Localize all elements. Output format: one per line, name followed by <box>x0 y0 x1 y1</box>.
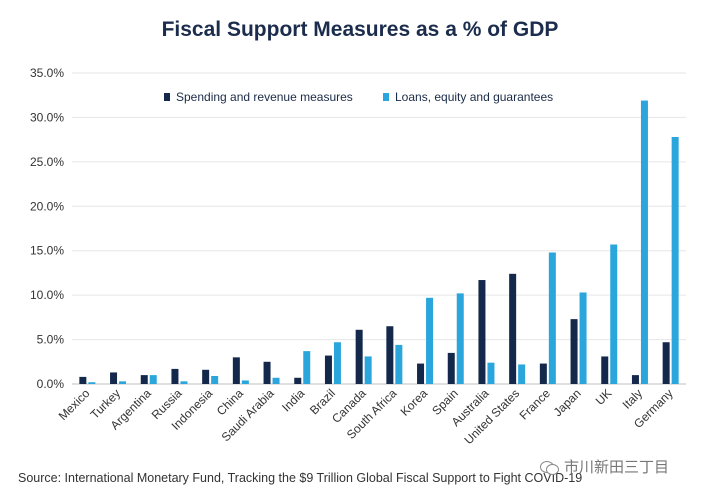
bar-spending <box>110 372 118 384</box>
y-tick-label: 15.0% <box>30 244 64 258</box>
bar-loans <box>579 292 587 384</box>
x-tick-label: Japan <box>551 386 584 419</box>
bar-loans <box>671 136 679 384</box>
bar-loans <box>456 293 464 384</box>
x-tick-label: Italy <box>620 386 645 411</box>
bar-spending <box>386 326 394 384</box>
bar-loans <box>548 252 556 384</box>
bar-loans <box>610 244 618 384</box>
bar-loans <box>426 297 434 384</box>
x-tick-label: Korea <box>398 386 431 419</box>
bar-spending <box>355 329 363 384</box>
bar-spending <box>171 368 179 384</box>
source-note: Source: International Monetary Fund, Tra… <box>18 471 583 485</box>
bar-loans <box>119 381 127 384</box>
bar-spending <box>631 375 639 384</box>
bar-spending <box>202 369 210 384</box>
bar-spending <box>294 377 302 384</box>
bar-spending <box>447 352 455 384</box>
x-tick-label: India <box>279 386 308 415</box>
bar-spending <box>263 361 271 384</box>
bar-spending <box>570 319 578 384</box>
bar-spending <box>417 363 425 384</box>
bar-loans <box>333 342 341 384</box>
chat-bubble-icon <box>540 459 559 475</box>
legend-label: Spending and revenue measures <box>176 90 353 104</box>
x-tick-label: UK <box>593 386 615 408</box>
bar-loans <box>364 356 372 384</box>
bar-spending <box>539 363 547 384</box>
y-tick-label: 35.0% <box>30 66 64 80</box>
y-tick-label: 20.0% <box>30 199 64 213</box>
legend-swatch <box>164 93 170 101</box>
bar-loans <box>303 351 311 384</box>
y-tick-label: 10.0% <box>30 288 64 302</box>
bar-loans <box>487 362 495 384</box>
bar-loans <box>211 376 219 384</box>
x-tick-label: France <box>517 386 554 423</box>
bar-spending <box>232 357 240 384</box>
y-tick-label: 5.0% <box>37 333 65 347</box>
bar-loans <box>180 381 188 384</box>
legend-label: Loans, equity and guarantees <box>395 90 553 104</box>
bar-spending <box>509 273 517 384</box>
bar-loans <box>395 344 403 384</box>
watermark: 市川新田三丁目 <box>540 456 669 477</box>
x-tick-label: Mexico <box>56 386 93 423</box>
y-tick-label: 25.0% <box>30 155 64 169</box>
y-tick-label: 30.0% <box>30 110 64 124</box>
y-tick-label: 0.0% <box>37 377 65 391</box>
chart-title: Fiscal Support Measures as a % of GDP <box>161 18 559 41</box>
bar-spending <box>79 376 87 384</box>
bar-spending <box>140 375 148 384</box>
watermark-text: 市川新田三丁目 <box>564 459 670 476</box>
bar-spending <box>662 342 670 384</box>
bar-loans <box>149 375 157 384</box>
bar-loans <box>518 364 526 384</box>
bar-spending <box>324 355 332 384</box>
legend-swatch <box>383 93 389 101</box>
bar-loans <box>640 100 648 384</box>
bar-spending <box>478 280 486 384</box>
bar-loans <box>272 377 280 384</box>
bar-loans <box>241 380 249 384</box>
bar-spending <box>601 356 609 384</box>
bar-loans <box>88 382 96 384</box>
